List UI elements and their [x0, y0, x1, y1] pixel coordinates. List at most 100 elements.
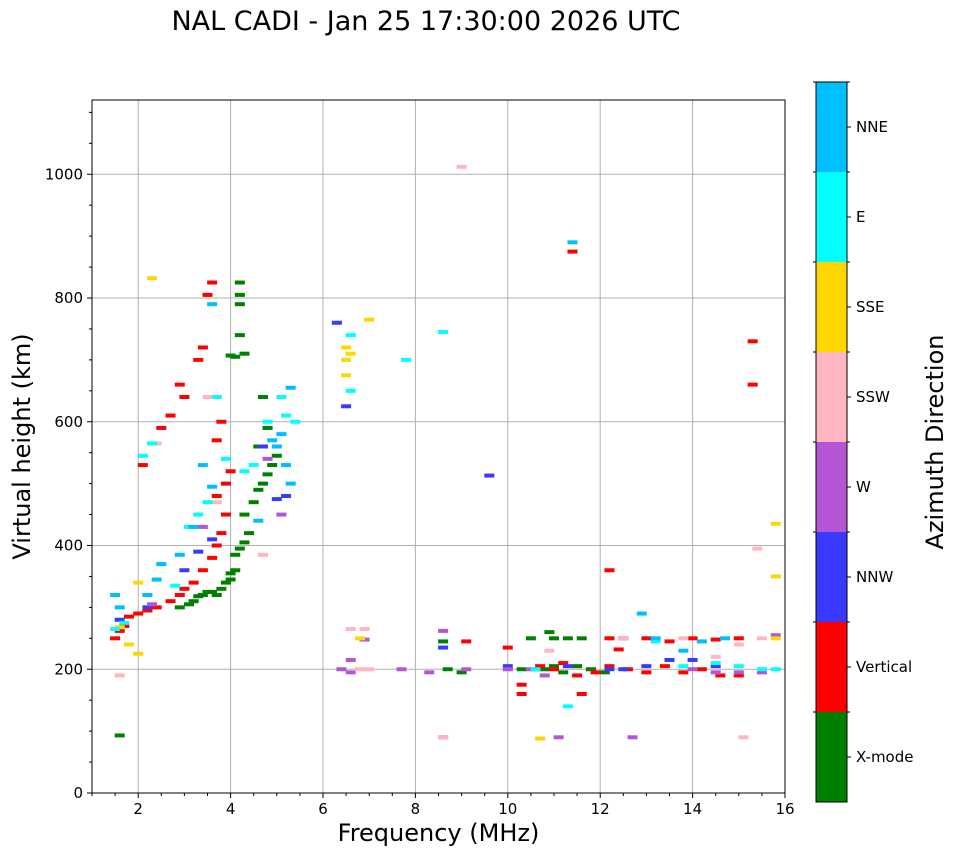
x-tick-label: 14 — [683, 800, 702, 818]
data-point-nne — [110, 593, 121, 597]
data-point-vertical — [225, 469, 236, 474]
y-tick-label: 600 — [54, 413, 83, 431]
data-point-vertical — [216, 531, 227, 536]
data-point-vertical — [142, 608, 153, 613]
data-point-vertical — [165, 413, 176, 418]
data-point-ssw — [618, 636, 629, 641]
data-point-vertical — [197, 568, 208, 573]
data-point-x-mode — [230, 354, 241, 359]
data-point-w — [733, 670, 744, 675]
data-point-vertical — [572, 673, 583, 678]
data-point-nne — [156, 562, 167, 567]
data-point-x-mode — [257, 395, 268, 399]
data-point-e — [170, 583, 181, 588]
data-point-x-mode — [576, 636, 587, 641]
data-point-x-mode — [234, 302, 245, 307]
data-point-ssw — [202, 395, 213, 399]
data-point-vertical — [613, 647, 624, 652]
data-point-nnw — [618, 667, 629, 672]
data-point-nnw — [207, 537, 218, 542]
data-point-ssw — [211, 500, 222, 505]
data-point-vertical — [156, 425, 167, 430]
data-point-x-mode — [114, 733, 125, 738]
data-point-nnw — [562, 664, 573, 669]
data-point-sse — [345, 351, 356, 356]
y-tick-label: 800 — [54, 289, 83, 307]
data-point-x-mode — [271, 453, 282, 458]
data-point-ssw — [364, 667, 375, 672]
data-point-vertical — [549, 667, 559, 672]
data-point-vertical — [604, 568, 615, 573]
colorbar-label: SSW — [856, 388, 890, 406]
data-point-vertical — [696, 667, 707, 672]
data-point-x-mode — [438, 639, 449, 644]
data-point-vertical — [133, 611, 144, 616]
data-point-e — [710, 661, 721, 666]
data-point-e — [678, 664, 689, 669]
data-point-x-mode — [585, 667, 596, 672]
data-points — [110, 164, 781, 741]
data-point-vertical — [461, 639, 472, 644]
y-axis-label: Virtual height (km) — [8, 333, 36, 559]
colorbar-segment — [816, 532, 847, 622]
data-point-e — [650, 639, 661, 644]
y-tick-label: 1000 — [45, 165, 83, 183]
data-point-vertical — [659, 664, 670, 669]
data-point-vertical — [678, 670, 689, 675]
colorbar-segment — [816, 352, 847, 442]
data-point-ssw — [345, 627, 356, 632]
data-point-ssw — [438, 735, 449, 740]
data-point-w — [424, 670, 435, 675]
data-point-sse — [535, 736, 546, 741]
data-point-x-mode — [539, 667, 550, 672]
data-point-nne — [678, 648, 689, 653]
data-point-vertical — [590, 670, 601, 675]
data-point-w — [276, 512, 287, 517]
data-point-nne — [267, 438, 278, 443]
data-point-vertical — [211, 543, 222, 548]
data-point-nnw — [438, 645, 449, 650]
data-point-vertical — [216, 419, 227, 424]
data-point-e — [211, 395, 222, 399]
data-point-x-mode — [525, 636, 536, 641]
data-point-nnw — [281, 494, 292, 498]
data-point-x-mode — [207, 589, 218, 594]
data-point-nne — [276, 432, 287, 437]
data-point-w — [627, 735, 638, 740]
data-point-ssw — [456, 164, 467, 169]
data-point-nnw — [641, 664, 652, 669]
data-point-sse — [770, 521, 781, 526]
data-point-ssw — [678, 636, 689, 641]
data-point-e — [137, 453, 148, 458]
colorbar-segment — [816, 262, 847, 352]
data-point-nnw — [502, 664, 513, 669]
data-point-w — [502, 667, 513, 672]
data-point-x-mode — [248, 500, 259, 505]
data-point-ssw — [733, 642, 744, 647]
data-point-x-mode — [267, 463, 278, 468]
colorbar-segment — [816, 172, 847, 262]
data-point-e — [248, 463, 259, 468]
data-point-sse — [123, 642, 134, 647]
data-point-sse — [770, 574, 781, 579]
data-point-x-mode — [239, 540, 250, 545]
data-point-vertical — [197, 345, 208, 350]
data-point-x-mode — [234, 546, 245, 551]
data-point-e — [110, 627, 121, 632]
data-point-vertical — [193, 357, 204, 362]
data-point-vertical — [174, 382, 185, 387]
data-point-nnw — [142, 605, 153, 610]
data-point-x-mode — [262, 472, 273, 477]
data-point-nne — [253, 518, 264, 523]
data-point-e — [262, 419, 273, 424]
data-point-nne — [114, 605, 125, 610]
data-point-vertical — [641, 670, 652, 675]
data-point-x-mode — [456, 670, 467, 675]
data-point-vertical — [174, 593, 185, 597]
data-point-nne — [281, 463, 292, 468]
data-point-sse — [341, 373, 352, 378]
data-point-e — [147, 441, 158, 446]
data-point-x-mode — [549, 636, 559, 641]
colorbar-segment — [816, 622, 847, 712]
